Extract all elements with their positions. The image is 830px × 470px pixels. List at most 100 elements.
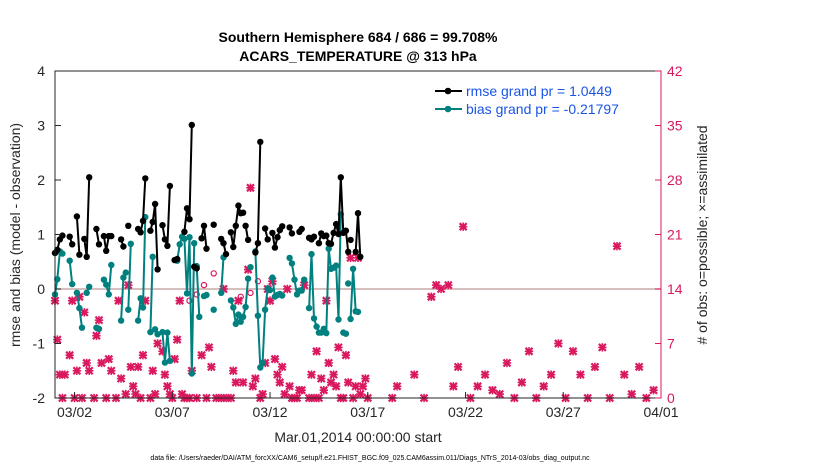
assimilated-marker	[197, 350, 206, 360]
assimilated-marker	[612, 241, 622, 251]
bias-point	[342, 330, 350, 337]
rmse-line	[161, 185, 171, 247]
assimilated-marker	[133, 362, 143, 372]
bias-point	[100, 276, 108, 283]
y2-tick-label: 0	[667, 390, 675, 406]
rmse-point	[142, 175, 149, 182]
assimilated-marker	[126, 362, 136, 372]
assimilated-marker	[67, 296, 77, 305]
bias-point	[127, 240, 134, 247]
assimilated-marker	[128, 382, 138, 391]
bias-point	[237, 318, 244, 325]
assimilated-marker	[502, 358, 512, 368]
possible-marker	[254, 278, 262, 285]
x-tick-label: 03/17	[350, 404, 385, 420]
bias-point	[161, 359, 169, 366]
rmse-point	[230, 243, 237, 251]
bias-point	[286, 254, 293, 262]
rmse-point	[264, 236, 271, 243]
assimilated-marker	[297, 385, 306, 395]
bias-point	[191, 240, 198, 247]
bias-point	[176, 241, 183, 248]
assimilated-marker	[495, 389, 505, 399]
rmse-point	[103, 247, 110, 254]
bias-point	[301, 276, 308, 283]
rmse-point	[342, 227, 350, 234]
bias-point	[305, 304, 313, 312]
assimilated-marker	[358, 382, 368, 391]
assimilated-marker	[277, 362, 287, 372]
legend: rmse grand pr = 1.0449 bias grand pr = -…	[431, 75, 659, 121]
rmse-point	[59, 232, 66, 239]
bias-point	[134, 317, 142, 324]
possible-marker	[210, 270, 217, 277]
bias-point	[335, 316, 342, 323]
rmse-point	[315, 240, 323, 247]
y-tick-label: -1	[33, 336, 46, 352]
assimilated-marker	[346, 253, 355, 263]
rmse-point	[347, 236, 354, 244]
assimilated-marker	[280, 389, 289, 399]
rmse-point	[352, 248, 359, 256]
rmse-point	[137, 229, 144, 236]
bias-line	[54, 249, 64, 295]
assimilated-marker	[619, 370, 629, 379]
rmse-point	[222, 250, 230, 258]
rmse-point	[332, 220, 340, 228]
rmse-line	[75, 216, 81, 255]
bias-point	[349, 265, 357, 272]
bias-point	[347, 315, 354, 323]
rmse-point	[254, 240, 262, 247]
y-axis-right: 0 7 14 21 28 35 42	[655, 63, 683, 406]
bias-point	[332, 262, 340, 269]
assimilated-marker	[329, 370, 338, 379]
bias-point	[54, 276, 61, 283]
bias-point	[210, 306, 217, 313]
y-tick-label: 0	[37, 281, 45, 297]
rmse-point	[86, 174, 93, 181]
assimilated-marker	[231, 378, 241, 387]
rmse-point	[354, 210, 362, 217]
assimilated-marker	[80, 308, 89, 317]
bias-point	[239, 313, 247, 320]
data-file-footer: data file: /Users/raeder/DAI/ATM_forcXX/…	[150, 455, 590, 462]
assimilated-marker	[238, 378, 248, 387]
possible-marker	[237, 293, 244, 300]
rmse-line	[183, 124, 193, 232]
assimilated-marker	[204, 343, 214, 352]
bias-point	[86, 283, 93, 290]
assimilated-marker	[148, 366, 158, 376]
rmse-point	[274, 234, 281, 241]
rmse-point	[323, 232, 330, 239]
bias-point	[122, 269, 129, 276]
assimilated-marker	[285, 382, 294, 391]
rmse-point	[100, 232, 108, 240]
assimilated-marker	[334, 343, 343, 352]
y2-tick-label: 14	[667, 281, 683, 297]
bias-point	[149, 253, 156, 260]
rmse-point	[76, 251, 83, 258]
bias-point	[279, 292, 286, 299]
assimilated-marker	[160, 370, 170, 379]
bias-point	[232, 320, 239, 328]
assimilated-marker	[324, 358, 333, 368]
assimilated-marker	[107, 366, 116, 376]
rmse-point	[203, 245, 210, 252]
bias-point	[69, 280, 76, 288]
rmse-point	[242, 222, 249, 229]
bias-point	[147, 328, 154, 336]
legend-rmse-label: rmse grand pr = 1.0449	[466, 83, 612, 99]
x-tick-label: 03/07	[155, 404, 190, 420]
bias-point	[230, 304, 237, 311]
y-tick-label: 1	[37, 227, 45, 243]
plot-area	[50, 121, 661, 403]
rmse-point	[183, 205, 191, 212]
y2-tick-label: 21	[667, 227, 683, 243]
rmse-line	[254, 141, 262, 253]
assimilated-marker	[517, 378, 527, 387]
assimilated-marker	[427, 292, 436, 302]
x-axis: 03/02 03/07 03/12 03/17 03/22 03/27 04/01	[57, 392, 679, 420]
assimilated-marker	[343, 378, 353, 387]
bias-point	[259, 359, 266, 367]
assimilated-marker	[273, 370, 282, 379]
